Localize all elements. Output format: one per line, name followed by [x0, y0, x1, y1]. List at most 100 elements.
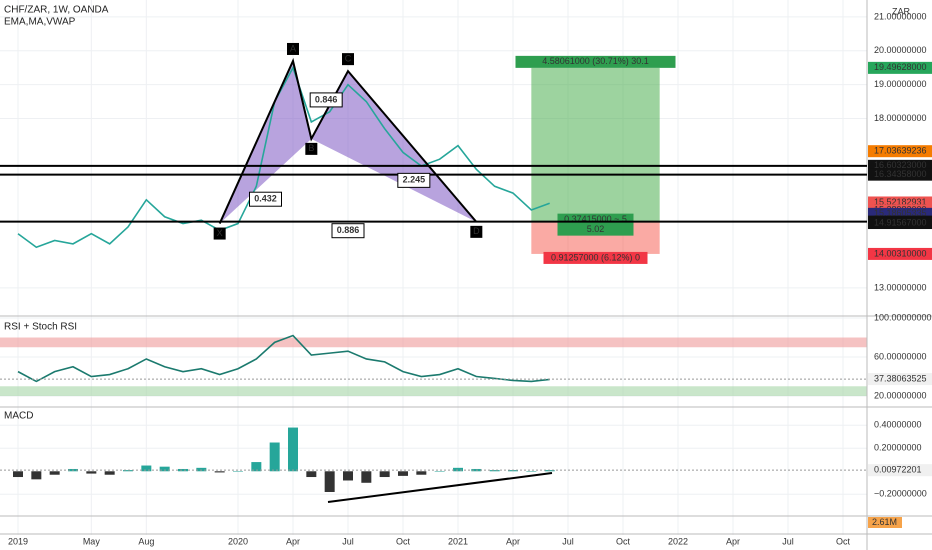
pattern-outline — [218, 57, 478, 224]
ratio-label: 0.846 — [315, 94, 338, 104]
volume-tag — [868, 517, 902, 528]
price-tag-label: 17.03639236 — [874, 146, 927, 156]
ratio-label: 0.432 — [254, 194, 277, 204]
volume-label: 2.61M — [872, 517, 897, 527]
y-tick-label: 0.40000000 — [874, 420, 922, 430]
histogram-bar — [123, 470, 133, 472]
macd-title: MACD — [4, 411, 33, 422]
entry-label: 5.02 — [587, 224, 605, 234]
macd-trendline — [327, 472, 553, 503]
x-tick-label: 2022 — [668, 536, 688, 546]
x-tick-label: Apr — [506, 536, 520, 546]
price-line — [17, 334, 550, 383]
y-tick-label: 21.00000000 — [874, 11, 927, 21]
histogram-bar — [453, 467, 463, 472]
x-tick-label: Jul — [342, 536, 354, 546]
histogram-bar — [13, 471, 23, 478]
histogram-bar — [508, 470, 518, 472]
histogram-bar — [31, 471, 42, 480]
price-tag — [868, 217, 932, 230]
histogram-bar — [251, 462, 262, 472]
histogram-bar — [343, 471, 353, 481]
y-tick-label: 20.00000000 — [874, 45, 927, 55]
price-tag — [868, 168, 932, 181]
symbol-title: CHF/ZAR, 1W, OANDA — [4, 5, 109, 16]
price-tag-label: 19.49628000 — [874, 62, 927, 72]
histogram-bar — [306, 471, 317, 478]
histogram-bar — [324, 471, 335, 492]
x-tick-label: Jul — [562, 536, 574, 546]
pattern-point-tag — [213, 227, 226, 240]
ratio-label: 2.245 — [403, 175, 426, 185]
last-value-label: 0.00972201 — [874, 465, 922, 475]
price-tag-label: 16.60323000 — [874, 160, 927, 170]
price-tag — [868, 145, 932, 158]
histogram-bar — [233, 471, 243, 472]
stop-label: 0.91257000 (6.12%) 0 — [551, 252, 640, 262]
indicators: EMA,MA,VWAP — [4, 17, 76, 28]
x-tick-label: 2020 — [228, 536, 248, 546]
x-tick-label: May — [83, 536, 101, 546]
stop-tag — [543, 251, 648, 264]
price-tag-label: 14.91567000 — [874, 217, 927, 227]
histogram-bar — [178, 468, 188, 472]
x-tick-label: 2019 — [8, 536, 28, 546]
last-value-tag — [868, 373, 932, 386]
pattern-point-label: D — [473, 226, 480, 236]
last-value-tag — [868, 464, 932, 477]
oversold-band — [0, 386, 867, 397]
histogram-bar — [214, 471, 225, 473]
profit-zone — [531, 67, 660, 222]
ratio-tag — [397, 172, 431, 188]
histogram-bar — [361, 471, 372, 483]
pattern-fill — [311, 71, 477, 222]
pattern-point-tag — [470, 225, 483, 238]
histogram-bar — [526, 471, 537, 472]
ratio-tag — [331, 223, 365, 239]
price-tag-label: 16.34358000 — [874, 169, 927, 179]
y-tick-label: −0.20000000 — [874, 489, 927, 499]
y-tick-label: 13.00000000 — [874, 282, 927, 292]
price-tag-label: 14.00310000 — [874, 248, 927, 258]
y-tick-label: 19.00000000 — [874, 79, 927, 89]
overbought-band — [0, 337, 867, 348]
histogram-bar — [544, 470, 555, 472]
rsi-title: RSI + Stoch RSI — [4, 322, 77, 333]
y-tick-label: 20.00000000 — [874, 390, 927, 400]
histogram-bar — [141, 465, 152, 472]
histogram-bar — [434, 471, 445, 472]
pattern-point-label: B — [308, 143, 314, 153]
target-label: 4.58061000 (30.71%) 30.1 — [542, 56, 649, 66]
ratio-tag — [309, 92, 343, 108]
pattern-point-tag — [287, 42, 299, 55]
histogram-bar — [86, 471, 97, 474]
histogram-bar — [379, 471, 390, 478]
pattern-point-label: C — [345, 54, 352, 64]
y-tick-label: 18.00000000 — [874, 113, 927, 123]
histogram-bar — [104, 471, 115, 475]
y-tick-label: 0.20000000 — [874, 443, 922, 453]
price-line — [17, 65, 550, 249]
ratio-label: 0.886 — [337, 225, 360, 235]
histogram-bar — [288, 427, 298, 472]
x-tick-label: Jul — [782, 536, 794, 546]
entry-label: 0.37415000 ~ 5 — [564, 214, 627, 224]
x-tick-label: Aug — [138, 536, 154, 546]
pattern-point-tag — [342, 53, 354, 66]
y-tick-label: 100.00000000 — [874, 312, 932, 322]
price-tag — [868, 247, 932, 260]
x-tick-label: Apr — [726, 536, 740, 546]
ratio-tag — [249, 191, 282, 207]
y-tick-label: 60.00000000 — [874, 351, 927, 361]
x-tick-label: 2021 — [448, 536, 468, 546]
price-tag-label: 15.18605335 — [874, 208, 927, 218]
x-tick-label: Oct — [836, 536, 851, 546]
histogram-bar — [489, 470, 500, 472]
histogram-bar — [269, 442, 280, 472]
histogram-bar — [159, 466, 170, 472]
histogram-bar — [416, 471, 427, 475]
histogram-bar — [398, 471, 408, 476]
pattern-point-tag — [305, 142, 318, 155]
pattern-point-label: A — [290, 43, 296, 53]
